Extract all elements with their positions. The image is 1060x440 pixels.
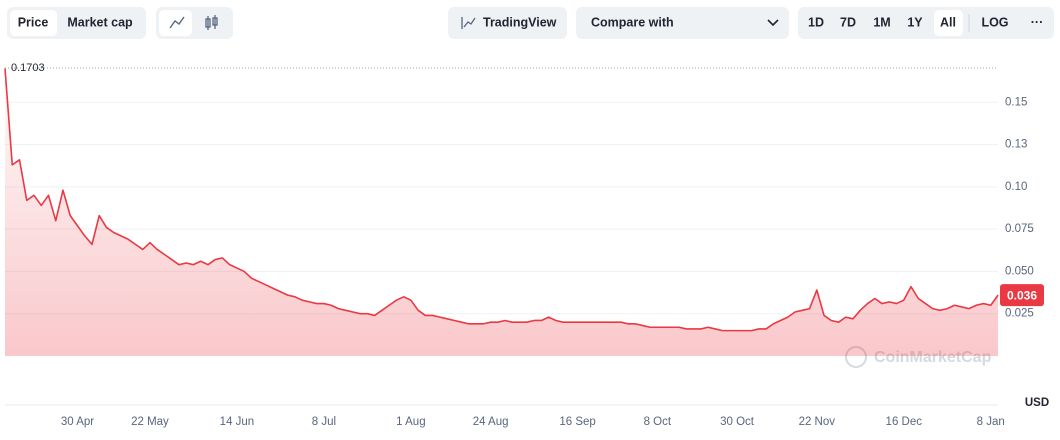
- price-button[interactable]: [10, 10, 57, 36]
- market-cap-label[interactable]: Market cap: [67, 15, 133, 29]
- x-tick-label: 30 Apr: [61, 416, 94, 428]
- price-line: [4, 68, 999, 332]
- more-button[interactable]: ···: [1031, 15, 1044, 29]
- x-tick-label: 24 Aug: [473, 416, 509, 428]
- max-label: 0.1703: [11, 62, 45, 74]
- candle-icon[interactable]: [205, 15, 218, 30]
- x-tick-label: 14 Jun: [220, 416, 255, 428]
- range-button[interactable]: 1D: [808, 15, 824, 29]
- price-label[interactable]: Price: [18, 15, 49, 29]
- y-tick-label: 0.15: [1005, 96, 1027, 108]
- compare-dropdown[interactable]: [576, 7, 789, 39]
- x-tick-label: 1 Aug: [396, 416, 425, 428]
- current-price-label: 0.036: [1007, 288, 1037, 302]
- current-price-badge: [1000, 284, 1044, 307]
- range-button[interactable]: 1Y: [907, 15, 923, 29]
- x-tick-label: 8 Oct: [644, 416, 672, 428]
- range-button[interactable]: 7D: [840, 15, 856, 29]
- x-tick-label: 16 Dec: [886, 416, 923, 428]
- line-button[interactable]: [159, 10, 192, 36]
- chevron[interactable]: [767, 19, 779, 27]
- unit-label: USD: [1025, 397, 1049, 409]
- x-tick-label: 16 Sep: [559, 416, 595, 428]
- x-tick-label: 22 May: [131, 416, 169, 428]
- x-tick-label: 22 Nov: [799, 416, 836, 428]
- y-tick-label: 0.075: [1005, 223, 1034, 235]
- log-button[interactable]: LOG: [981, 15, 1008, 29]
- price-area: [5, 68, 998, 357]
- x-tick-label: 8 Jul: [312, 416, 336, 428]
- range-button[interactable]: 1M: [873, 15, 890, 29]
- tradingview-button[interactable]: [448, 7, 567, 39]
- y-tick-label: 0.050: [1005, 265, 1034, 277]
- x-tick-label: 8 Jan: [977, 416, 1005, 428]
- x-tick-label: 30 Oct: [720, 416, 755, 428]
- y-tick-label: 0.13: [1005, 139, 1027, 151]
- range-button[interactable]: All: [940, 15, 956, 29]
- range-group: [798, 7, 1054, 39]
- y-tick-label: 0.025: [1005, 308, 1034, 320]
- tradingview-label[interactable]: TradingView: [483, 15, 557, 29]
- line-icon[interactable]: [169, 16, 185, 29]
- range-active[interactable]: [934, 10, 963, 36]
- compare-label[interactable]: Compare with: [591, 15, 674, 29]
- y-tick-label: 0.10: [1005, 181, 1027, 193]
- tv-icon-line[interactable]: [463, 17, 476, 28]
